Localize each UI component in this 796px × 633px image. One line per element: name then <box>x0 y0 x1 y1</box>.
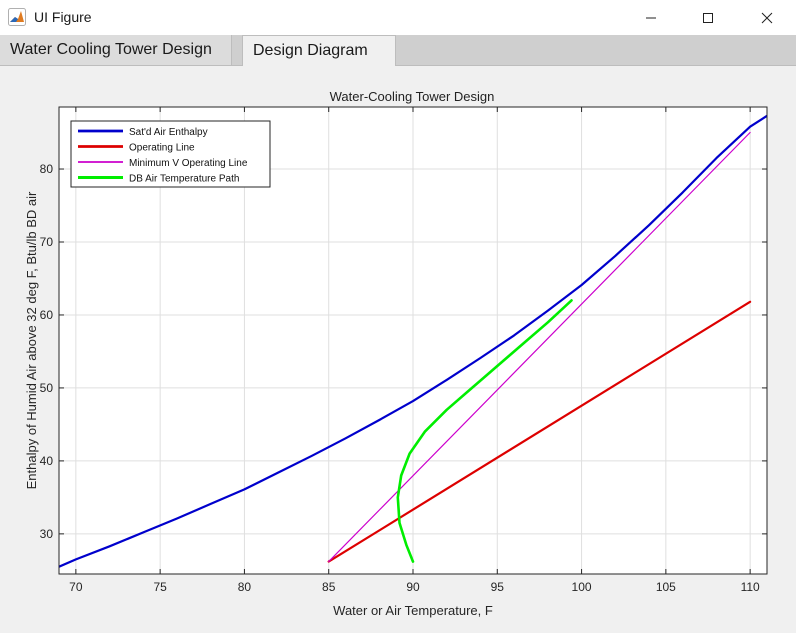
saturated-air-enthalpy-line <box>59 114 767 568</box>
chart-title: Water-Cooling Tower Design <box>330 89 495 104</box>
window-title-bar: UI Figure <box>0 0 796 35</box>
plot-frame <box>58 106 768 575</box>
y-tick-label: 40 <box>40 454 54 468</box>
x-axis-label: Water or Air Temperature, F <box>333 603 493 618</box>
x-tick-label: 80 <box>238 580 252 594</box>
y-tick-label: 30 <box>40 527 54 541</box>
close-icon <box>761 12 773 23</box>
tab-design-diagram[interactable]: Design Diagram <box>242 35 396 66</box>
tab-water-cooling-tower-design[interactable]: Water Cooling Tower Design <box>0 35 232 65</box>
minimize-button[interactable] <box>628 0 674 35</box>
x-tick-label: 110 <box>741 580 760 594</box>
legend-entry-db-air-temperature-path: DB Air Temperature Path <box>129 174 239 185</box>
x-tick-label: 70 <box>69 580 83 594</box>
maximize-button[interactable] <box>685 0 731 35</box>
minimize-icon <box>646 17 656 18</box>
legend: Sat'd Air Enthalpy Operating Line Minimum … <box>70 120 271 188</box>
tab-bar: Water Cooling Tower Design Design Diagra… <box>0 35 796 66</box>
x-tick-label: 75 <box>153 580 167 594</box>
x-tick-label: 85 <box>322 580 336 594</box>
x-tick-label: 100 <box>572 580 592 594</box>
window-title: UI Figure <box>34 9 92 25</box>
close-button[interactable] <box>744 0 790 35</box>
matlab-app-icon <box>8 8 26 26</box>
db-air-temperature-path-line <box>396 299 573 563</box>
series-lines <box>59 114 767 568</box>
legend-entry-minimum-v-operating-line: Minimum V Operating Line <box>129 158 248 169</box>
x-tick-label: 105 <box>656 580 676 594</box>
legend-entry-operating-line: Operating Line <box>129 143 195 154</box>
y-axis-label: Enthalpy of Humid Air above 32 deg F, Bt… <box>24 191 39 489</box>
maximize-icon <box>703 12 713 23</box>
x-tick-label: 95 <box>491 580 505 594</box>
y-tick-label: 60 <box>40 308 54 322</box>
axis-ticks: 70 75 80 85 90 95 100 105 110 30 40 50 60 70 80 <box>40 107 767 594</box>
design-diagram-panel: Water-Cooling Tower Design 70 75 80 85 90 95 1… <box>0 66 796 633</box>
legend-entry-sat-air-enthalpy: Sat'd Air Enthalpy <box>129 127 208 138</box>
y-tick-label: 50 <box>40 381 54 395</box>
y-tick-label: 70 <box>40 235 54 249</box>
y-tick-label: 80 <box>40 162 54 176</box>
enthalpy-chart: Water-Cooling Tower Design 70 75 80 85 90 95 1… <box>24 89 768 618</box>
x-tick-label: 90 <box>406 580 420 594</box>
